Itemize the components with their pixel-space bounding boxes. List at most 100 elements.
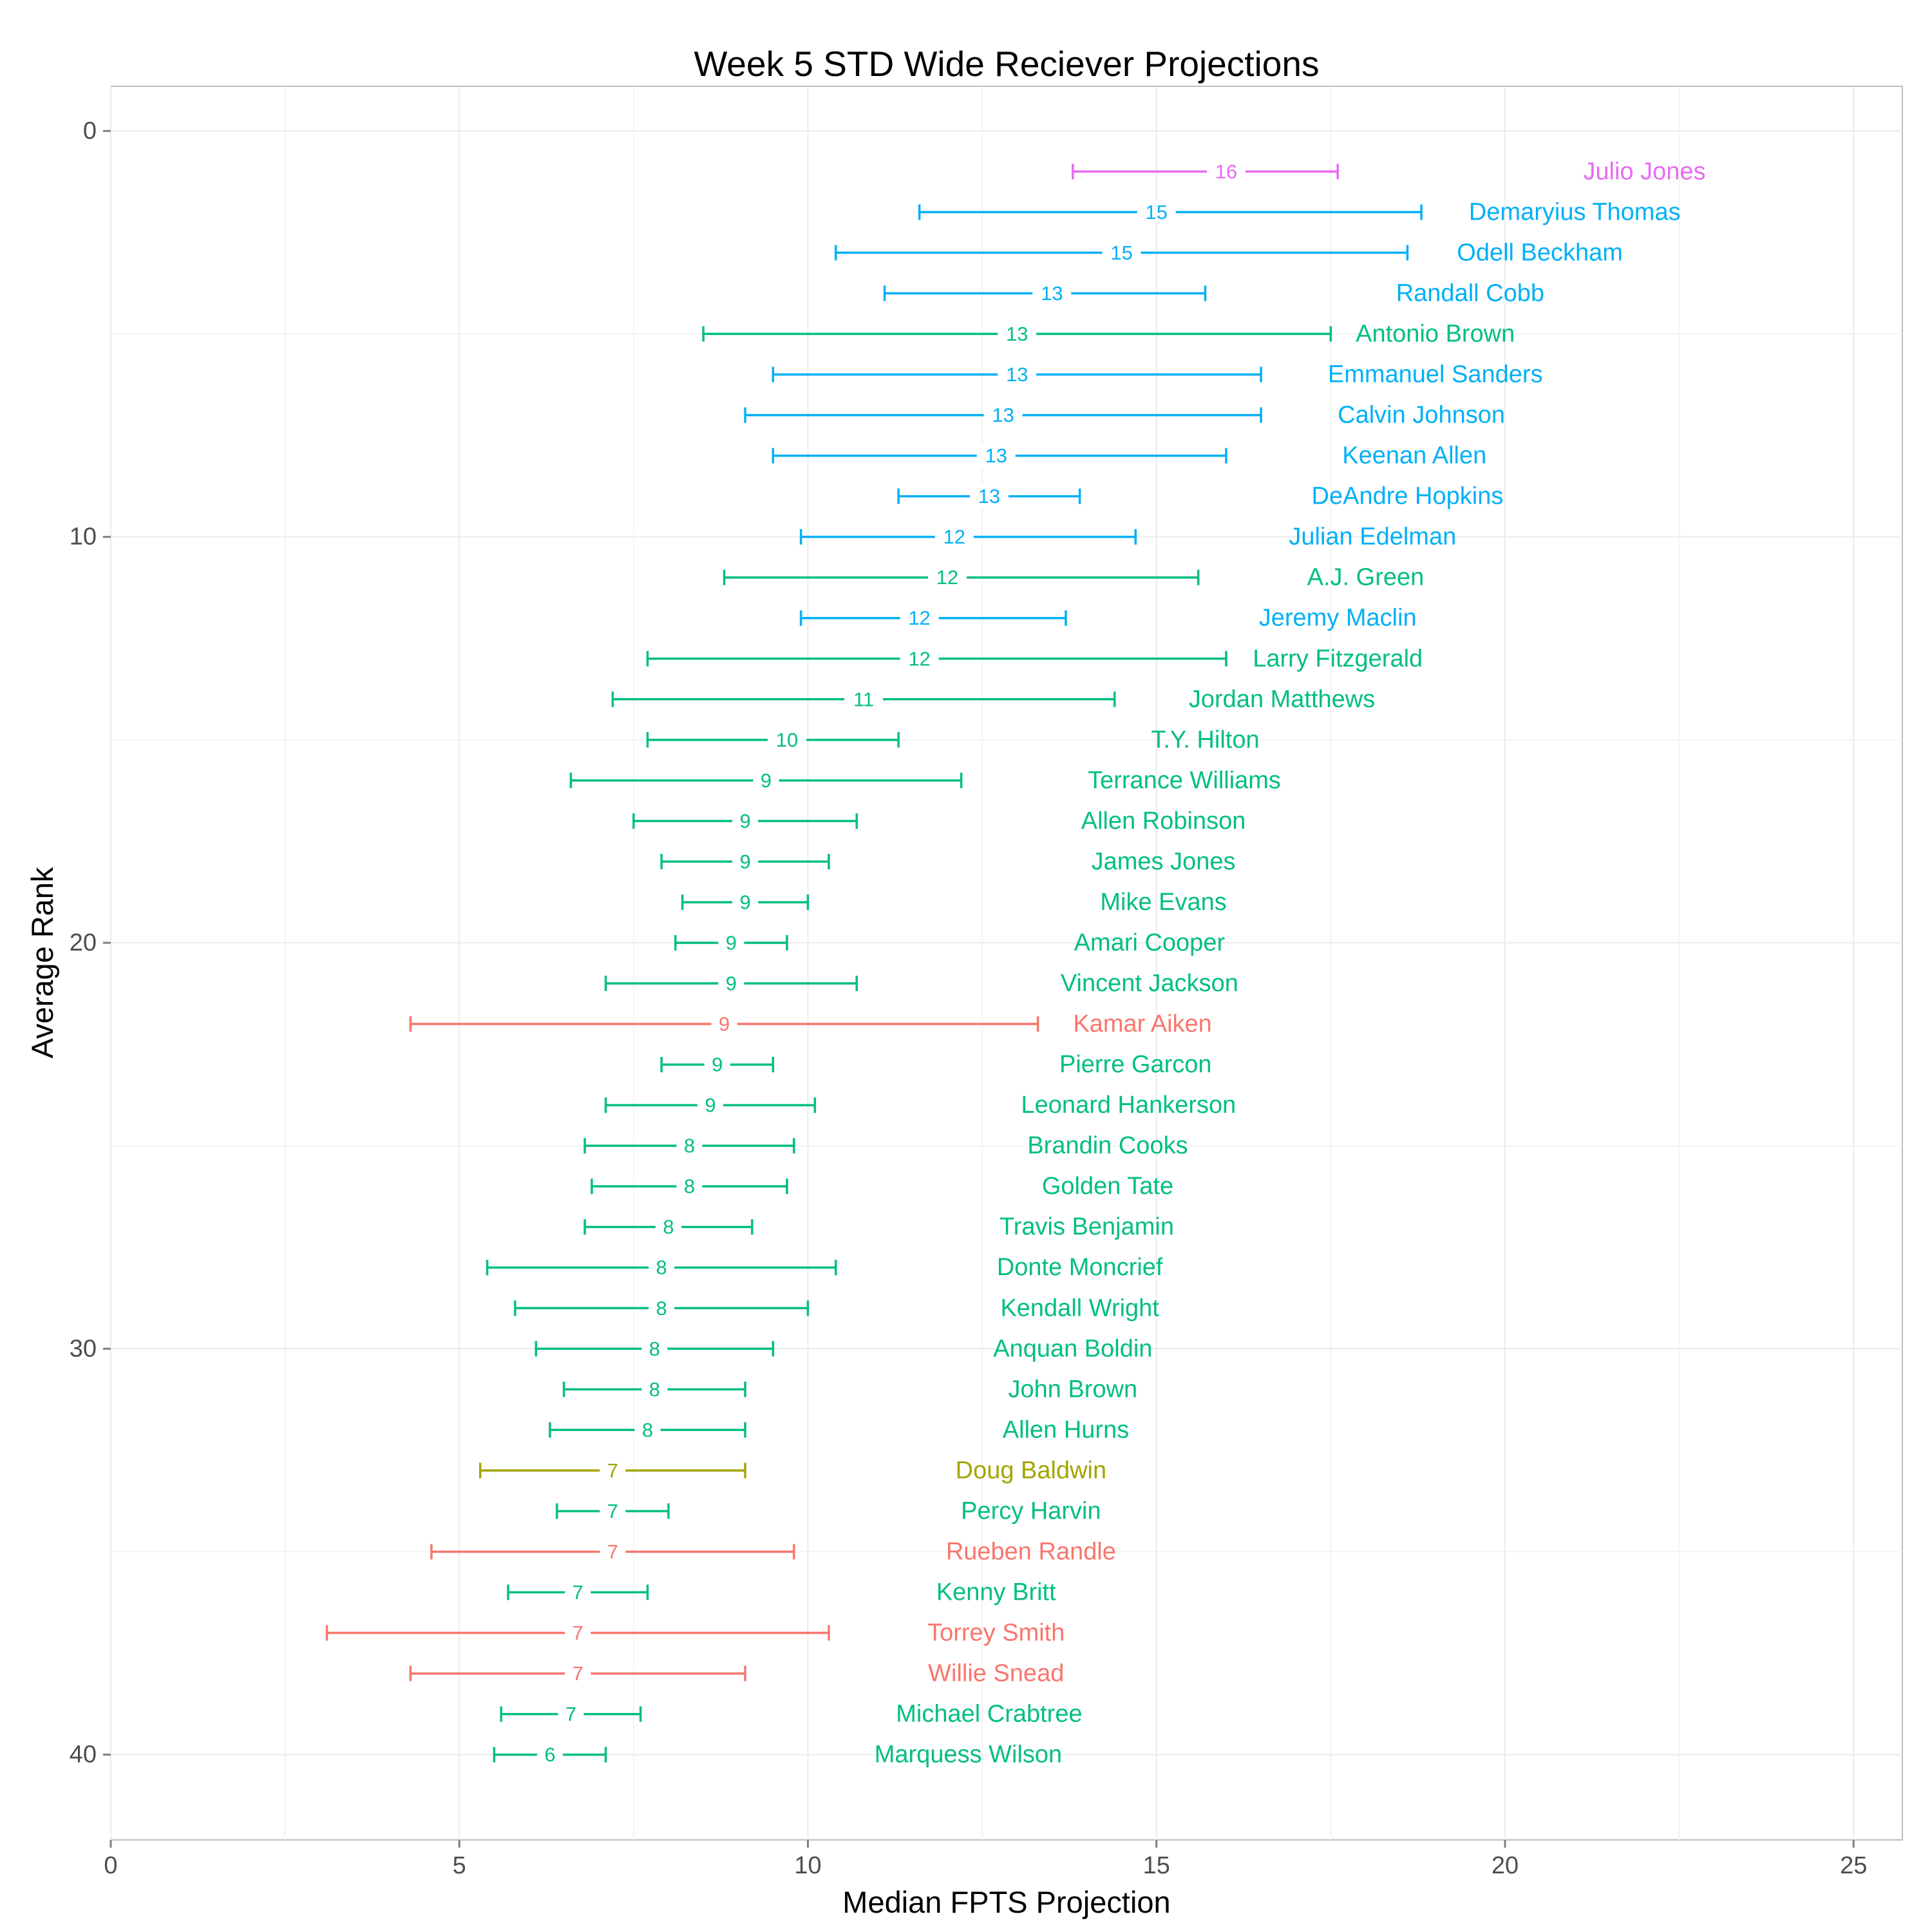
player-range: 7 [478,1458,746,1483]
player-name-label: Rueben Randle [946,1538,1116,1565]
median-label: 8 [656,1297,667,1320]
median-label: 9 [761,769,772,791]
median-label-background [732,849,759,874]
median-label-background [976,443,1016,468]
median-label: 13 [1041,282,1063,305]
player-range: 9 [674,930,788,955]
player-name-label: Allen Robinson [1081,808,1246,835]
x-axis-title: Median FPTS Projection [842,1885,1170,1919]
player-name-label: Kendall Wright [1000,1294,1159,1321]
median-label: 8 [663,1216,674,1238]
median-label: 7 [573,1581,583,1604]
player-range: 10 [646,727,900,752]
y-tick-label: 20 [70,929,97,956]
player-range: 13 [744,402,1262,428]
median-label-background [983,402,1023,428]
player-name-label: Leonard Hankerson [1021,1092,1236,1119]
x-tick-label: 15 [1143,1852,1170,1879]
median-label-background [732,889,759,914]
median-label-background [768,727,807,752]
player-name-label: DeAndre Hopkins [1312,483,1504,510]
y-tick-label: 30 [70,1335,97,1362]
player-range: 8 [514,1296,810,1321]
median-label-background [718,930,744,955]
player-name-label: Willie Snead [928,1660,1064,1687]
median-label: 7 [607,1500,618,1522]
median-label: 12 [908,607,930,629]
y-tick-label: 40 [70,1741,97,1768]
median-label-background [641,1336,668,1361]
player-range: 7 [556,1499,670,1524]
median-label: 13 [1006,363,1028,386]
player-range: 8 [583,1215,753,1240]
player-range: 12 [646,646,1227,671]
player-range: 13 [772,443,1227,468]
player-name-label: Allen Hurns [1003,1416,1129,1443]
median-label: 13 [1006,323,1028,345]
median-label: 7 [573,1662,583,1685]
y-axis: 0 10 20 30 40 [70,117,111,1768]
player-name-label: Brandin Cooks [1027,1132,1188,1159]
median-label: 7 [607,1459,618,1482]
player-name-label: Kenny Britt [936,1579,1056,1606]
median-label: 11 [853,688,874,710]
player-range: 9 [681,889,810,914]
player-name-label: Emmanuel Sanders [1328,361,1543,388]
median-label: 7 [607,1540,618,1563]
player-range: 12 [799,605,1067,630]
median-label-background [565,1580,591,1605]
median-label-background [676,1133,703,1159]
median-label-background [676,1174,703,1199]
player-name-label: Amari Cooper [1074,929,1226,956]
median-label-background [600,1499,626,1524]
median-label: 8 [642,1419,653,1441]
median-label-background [718,971,744,996]
median-label: 9 [739,850,750,873]
y-tick-label: 10 [70,524,97,551]
median-label-background [969,484,1009,509]
median-label-background [649,1296,675,1321]
player-range: 9 [409,1012,1039,1037]
player-name-label: James Jones [1092,848,1236,875]
median-label-background [1032,281,1072,306]
median-label-background [641,1377,668,1402]
median-label-background [697,1093,723,1118]
median-label: 6 [544,1743,555,1766]
player-name-label: John Brown [1009,1376,1138,1403]
x-tick-label: 0 [104,1852,117,1879]
median-label-background [753,768,779,793]
median-label: 13 [978,485,1000,507]
x-tick-label: 5 [453,1852,466,1879]
player-name-label: Keenan Allen [1342,442,1486,469]
player-range: 9 [604,1093,817,1118]
median-label-background [634,1417,661,1443]
player-range: 9 [632,808,858,833]
player-name-label: Pierre Garcon [1059,1051,1212,1078]
median-label: 8 [649,1338,660,1360]
player-name-label: Larry Fitzgerald [1253,645,1423,672]
player-range: 7 [500,1701,642,1727]
player-range: 12 [723,565,1200,590]
plot-area: 1615151313131313131212121211109999999998… [110,86,1903,1841]
median-label-background [600,1458,626,1483]
median-label-background [649,1255,675,1280]
player-name-label: Marquess Wilson [875,1741,1062,1768]
median-label-background [844,687,884,712]
player-range: 8 [535,1336,775,1361]
median-label: 7 [573,1622,583,1644]
x-axis: 0 5 10 15 20 25 [104,1840,1867,1879]
player-name-label: Antonio Brown [1356,320,1515,347]
median-label-background [900,646,939,671]
player-name-label: Anquan Boldin [993,1335,1152,1362]
x-tick-label: 10 [794,1852,821,1879]
player-name-label: Jeremy Maclin [1259,605,1417,632]
player-name-label: Mike Evans [1100,889,1226,916]
x-tick-label: 20 [1492,1852,1519,1879]
median-label: 13 [992,404,1014,426]
median-label-background [565,1620,591,1645]
player-name-label: Jordan Matthews [1189,686,1375,713]
median-label: 16 [1215,160,1237,183]
y-tick-label: 0 [83,117,97,144]
median-label: 13 [985,444,1007,467]
player-range: 7 [325,1620,830,1645]
